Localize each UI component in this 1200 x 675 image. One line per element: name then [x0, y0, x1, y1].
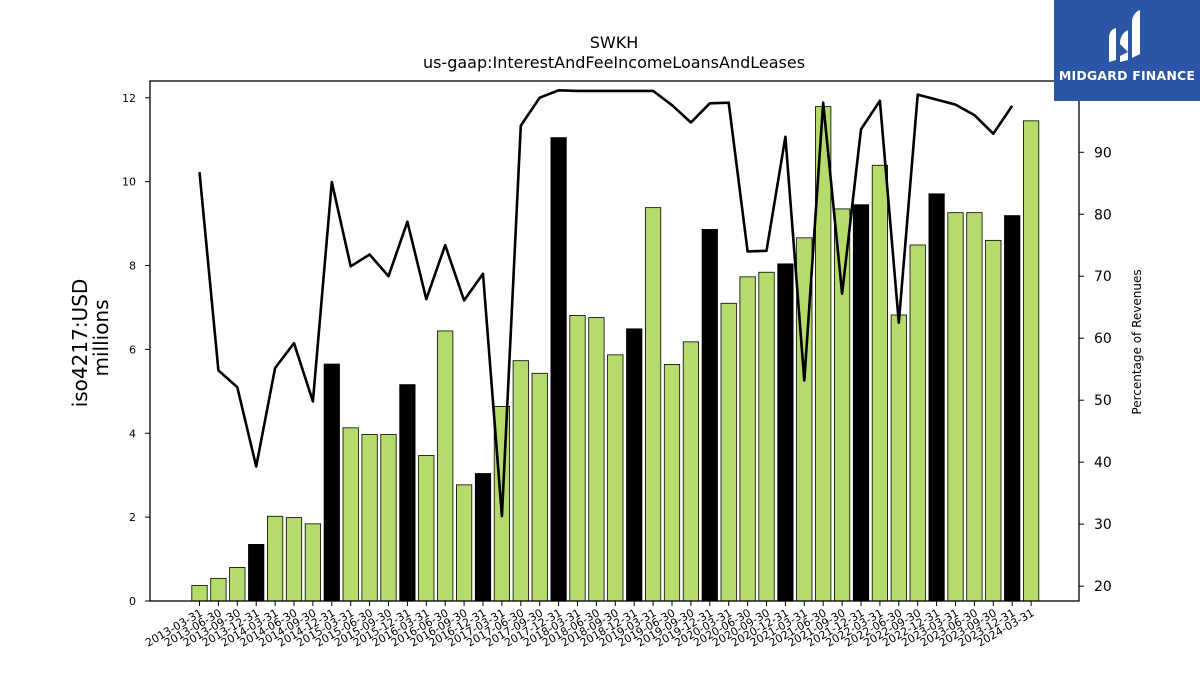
left-tick-label: 6 — [129, 343, 136, 356]
bar-2014-03-31 — [266, 515, 284, 602]
bar-2022-03-31 — [871, 164, 889, 602]
bar-2020-09-30 — [758, 271, 775, 602]
bar-2024-03-31 — [1023, 120, 1040, 602]
bar-2021-09-30 — [834, 208, 851, 602]
right-tick-label: 50 — [1094, 393, 1112, 409]
bar-2015-09-30 — [380, 434, 397, 602]
right-tick-label: 40 — [1094, 455, 1112, 471]
right-axis-ticks: 2030405060708090100 — [1079, 83, 1121, 595]
bar-2013-12-31 — [248, 543, 265, 602]
plot-frame — [149, 80, 1080, 602]
left-tick-label: 0 — [129, 595, 136, 608]
bar-2017-06-30 — [512, 360, 529, 602]
bar-2023-03-31 — [947, 212, 964, 602]
right-tick-label: 20 — [1094, 579, 1112, 595]
bar-2022-12-31 — [928, 193, 945, 602]
bar-2019-03-31 — [645, 207, 662, 602]
bar-2016-03-31 — [418, 455, 435, 602]
bar-2023-12-31 — [1004, 215, 1021, 602]
brand-logo: MIDGARD FINANCE — [1054, 0, 1200, 101]
bar-2019-12-31 — [701, 229, 718, 602]
percentage-line — [198, 89, 1014, 518]
bar-2014-09-30 — [304, 523, 322, 602]
bar-2016-12-31 — [474, 473, 492, 602]
bar-2018-03-31 — [569, 315, 586, 602]
bar-2018-06-30 — [588, 317, 605, 602]
bar-2019-06-30 — [663, 364, 681, 602]
bar-2020-12-31 — [777, 263, 794, 602]
logo-text: MIDGARD FINANCE — [1058, 68, 1196, 83]
left-tick-label: 12 — [122, 92, 136, 105]
bar-2021-12-31 — [852, 204, 870, 602]
bars-group — [191, 106, 1040, 602]
bar-2020-03-31 — [720, 302, 737, 602]
bar-2023-09-30 — [985, 239, 1002, 602]
left-tick-label: 10 — [122, 176, 136, 189]
right-tick-label: 80 — [1094, 207, 1112, 223]
bar-2017-12-31 — [550, 137, 567, 602]
left-axis-label-line1: iso4217:USD — [68, 279, 92, 408]
bar-2015-06-30 — [361, 434, 378, 602]
bar-2017-09-30 — [531, 372, 548, 602]
bar-2013-06-30 — [210, 577, 227, 602]
bar-2014-06-30 — [285, 517, 303, 602]
right-axis-label: Percentage of Revenues — [1130, 269, 1144, 414]
left-tick-label: 4 — [129, 427, 136, 440]
right-tick-label: 30 — [1094, 517, 1112, 533]
bar-2018-12-31 — [626, 328, 643, 602]
left-tick-label: 2 — [129, 511, 136, 524]
bar-2013-03-31 — [191, 585, 208, 602]
chart-title: SWKH — [590, 33, 639, 52]
right-tick-label: 90 — [1094, 145, 1112, 161]
x-axis-ticks: 2013-03-312013-06-302013-09-302013-12-31… — [143, 601, 1037, 650]
left-axis-ticks: 0 2 4 6 8 10 12 — [122, 92, 150, 608]
bar-2013-09-30 — [229, 567, 246, 602]
right-tick-label: 70 — [1094, 269, 1112, 285]
bar-2016-09-30 — [455, 484, 473, 602]
bar-2022-06-30 — [890, 314, 907, 602]
left-axis-label-line2: millions — [89, 299, 113, 376]
chart-subtitle: us-gaap:InterestAndFeeIncomeLoansAndLeas… — [423, 53, 805, 72]
bar-2018-09-30 — [607, 354, 624, 602]
bar-2014-12-31 — [323, 363, 340, 602]
bar-2022-09-30 — [909, 244, 926, 602]
bar-2020-06-30 — [739, 276, 756, 602]
logo-mark-icon — [1109, 10, 1140, 62]
bar-2015-12-31 — [399, 384, 416, 602]
bar-2023-06-30 — [966, 212, 983, 602]
bar-2016-06-30 — [437, 330, 454, 602]
right-tick-label: 60 — [1094, 331, 1112, 347]
left-tick-label: 8 — [129, 260, 136, 273]
bar-2019-09-30 — [682, 341, 700, 602]
bar-2015-03-31 — [342, 427, 359, 602]
